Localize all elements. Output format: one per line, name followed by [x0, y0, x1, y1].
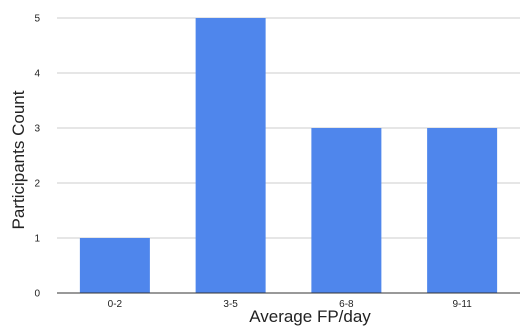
y-tick-labels: 0 1 2 3 4 5	[34, 14, 40, 300]
bar-0-2	[79, 238, 150, 293]
y-tick-label: 0	[34, 289, 40, 300]
bar-6-8	[311, 128, 382, 293]
x-tick-label: 3-5	[223, 299, 238, 310]
y-tick-label: 4	[34, 69, 40, 80]
x-tick-label: 6-8	[339, 299, 354, 310]
y-axis-title: Participants Count	[9, 90, 28, 229]
y-tick-label: 2	[34, 179, 40, 190]
y-tick-label: 1	[34, 234, 40, 245]
bar-3-5	[195, 18, 266, 293]
x-tick-label: 0-2	[108, 299, 123, 310]
x-axis-title: Average FP/day	[249, 307, 371, 326]
y-tick-label: 5	[34, 14, 40, 25]
x-tick-labels: 0-2 3-5 6-8 9-11	[108, 299, 473, 310]
bars	[79, 18, 498, 293]
x-tick-label: 9-11	[452, 299, 472, 310]
y-tick-label: 3	[34, 124, 40, 135]
bar-9-11	[427, 128, 498, 293]
